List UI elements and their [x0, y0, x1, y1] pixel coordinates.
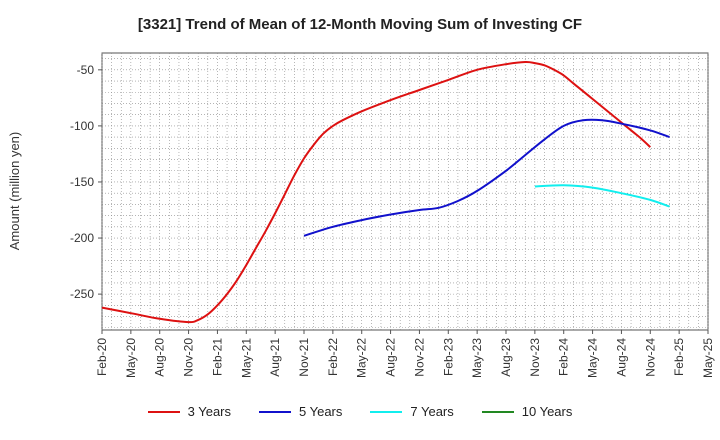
legend-label: 5 Years: [299, 404, 343, 419]
x-tick-label: May-24: [586, 338, 600, 378]
legend-label: 7 Years: [410, 404, 454, 419]
y-tick-label: -150: [70, 175, 94, 189]
legend-item: 10 Years: [481, 404, 573, 419]
chart-title: [3321] Trend of Mean of 12-Month Moving …: [137, 16, 583, 33]
y-tick-label: -100: [70, 119, 94, 133]
x-tick-label: Aug-20: [153, 338, 167, 377]
x-tick-label: Aug-23: [499, 338, 513, 377]
x-tick-label: Feb-20: [95, 338, 109, 376]
legend-swatch: [147, 410, 180, 413]
x-tick-label: Aug-21: [268, 338, 282, 377]
x-tick-label: Feb-22: [326, 338, 340, 376]
series-line-7-years: [534, 184, 670, 208]
tick-layer: -50 -100 -150 -200 -250 Feb-20 May-20 Aug-20 Nov…: [70, 63, 715, 378]
x-tick-label: Nov-23: [528, 338, 542, 377]
x-tick-label: May-23: [470, 338, 484, 378]
legend-label: 3 Years: [187, 404, 231, 419]
x-tick-label: Feb-23: [441, 338, 455, 376]
x-tick-label: May-20: [124, 338, 138, 378]
x-tick-label: Feb-25: [672, 338, 686, 376]
legend-label: 10 Years: [521, 404, 573, 419]
y-tick-label: -200: [70, 231, 94, 245]
x-tick-label: Aug-22: [384, 338, 398, 377]
legend-swatch: [259, 410, 291, 413]
x-tick-label: Nov-22: [412, 338, 426, 377]
series-line-5-years: [303, 118, 670, 237]
legend-swatch: [481, 410, 514, 413]
x-tick-label: Nov-24: [643, 338, 657, 377]
legend-item: 3 Years: [147, 404, 231, 419]
x-tick-label: May-22: [355, 338, 369, 378]
series-layer: [101, 60, 670, 324]
x-tick-label: Aug-24: [614, 338, 628, 377]
x-tick-label: May-21: [239, 338, 253, 378]
y-axis-label: Amount (million yen): [7, 132, 22, 251]
x-tick-label: Feb-21: [210, 338, 224, 376]
series-line-3-years: [101, 60, 651, 324]
y-tick-label: -50: [77, 63, 95, 77]
x-tick-label: May-25: [701, 338, 715, 378]
x-tick-label: Nov-20: [182, 338, 196, 377]
y-tick-label: -250: [70, 287, 94, 301]
x-tick-label: Feb-24: [557, 338, 571, 376]
legend-item: 5 Years: [259, 404, 342, 419]
legend-item: 7 Years: [370, 404, 454, 419]
grid-layer: [101, 53, 709, 330]
chart-legend: 3 Years 5 Years 7 Years 10 Years: [0, 404, 720, 419]
legend-swatch: [370, 410, 403, 413]
x-tick-label: Nov-21: [297, 338, 311, 377]
